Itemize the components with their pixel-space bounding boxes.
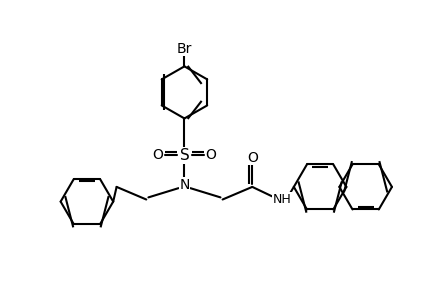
Text: Br: Br <box>177 42 192 56</box>
Text: O: O <box>205 148 216 162</box>
Text: O: O <box>247 151 258 165</box>
Text: NH: NH <box>273 193 291 206</box>
Text: S: S <box>180 148 189 163</box>
Text: O: O <box>153 148 164 162</box>
Text: N: N <box>179 178 190 192</box>
